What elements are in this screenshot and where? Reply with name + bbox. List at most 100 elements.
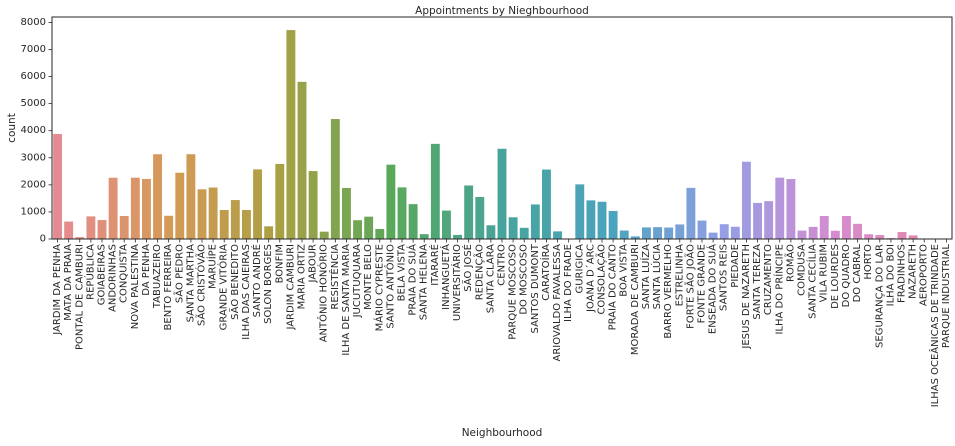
x-tick-label: ILHA DO FRADE — [563, 244, 574, 322]
x-tick-label: SANTA CECÍLIA — [806, 244, 819, 319]
x-tick-label: PARQUE MOSCOSO — [508, 244, 519, 340]
bar — [864, 234, 874, 239]
x-tick-label: ENSEADA DO SUÁ — [706, 244, 719, 334]
bar — [675, 224, 685, 239]
bar — [530, 204, 540, 239]
x-tick-label: ILHA DAS CAIEIRAS — [241, 244, 252, 340]
bar — [442, 210, 451, 239]
bar — [75, 237, 85, 239]
bar — [464, 185, 474, 239]
bar — [108, 177, 118, 239]
bar — [342, 187, 351, 239]
bar — [764, 201, 774, 239]
x-tick-label: SÃO BENEDITO — [228, 244, 241, 320]
x-tick-label: ILHA DO BOI — [885, 244, 896, 306]
bar — [553, 231, 562, 239]
bar — [786, 179, 796, 239]
bar — [219, 210, 229, 239]
bar — [364, 216, 374, 239]
x-tick-label: CRUZAMENTO — [763, 244, 774, 315]
bar — [608, 210, 618, 239]
x-tick-label: MARUÍPE — [206, 244, 219, 289]
x-tick-label: BENTO FERREIRA — [163, 244, 174, 331]
bar — [297, 81, 307, 239]
bar — [730, 226, 740, 239]
bar — [308, 171, 318, 239]
bar — [230, 200, 240, 239]
y-tick-label: 2000 — [21, 179, 46, 190]
x-tick-label: SANTO ANDRÉ — [250, 244, 263, 317]
bar — [208, 187, 218, 239]
y-tick-label: 5000 — [21, 98, 46, 109]
x-tick-label: ANTÔNIO HONÓRIO — [317, 244, 330, 342]
bar — [130, 177, 140, 239]
x-tick-label: REPÚBLICA — [83, 244, 96, 300]
x-tick-label: SOLON BORGES — [263, 244, 274, 324]
x-tick-label: CONQUISTA — [119, 244, 130, 303]
x-tick-label: COMDUSA — [797, 244, 808, 296]
y-tick-label: 3000 — [21, 152, 46, 163]
x-tick-label: GRANDE VITÓRIA — [217, 244, 230, 330]
bar — [742, 161, 751, 239]
bar — [386, 164, 396, 239]
bar — [686, 187, 696, 239]
bar — [519, 227, 529, 239]
bar — [897, 232, 907, 239]
y-axis-label: count — [6, 113, 18, 143]
x-tick-label: ARIOVALDO FAVALESSA — [552, 244, 563, 362]
x-tick-label: SANTOS REIS — [719, 244, 730, 311]
x-tick-label: BARRO VERMELHO — [663, 244, 674, 339]
x-tick-label: REDENÇÃO — [472, 244, 485, 300]
x-tick-label: DE LOURDES — [830, 244, 841, 309]
x-tick-label: PIEDADE — [730, 244, 741, 288]
x-tick-label: MATA DA PRAIA — [63, 244, 74, 321]
x-tick-label: FRADINHOS — [897, 244, 908, 303]
x-tick-label: SÃO JOSÉ — [461, 244, 474, 292]
bar — [353, 220, 362, 239]
x-tick-label: DO CABRAL — [852, 244, 863, 303]
y-tick-label: 8000 — [21, 17, 46, 28]
x-tick-label: CONSOLAÇÃO — [595, 244, 608, 315]
x-tick-label: BELA VISTA — [397, 244, 408, 301]
bar — [419, 234, 429, 239]
bar — [630, 236, 640, 239]
x-tick-label: JABOUR — [308, 244, 319, 283]
chart-title: Appointments by Nieghbourhood — [415, 5, 589, 17]
bar — [397, 187, 407, 239]
bar — [830, 230, 840, 239]
bar — [264, 226, 274, 239]
bar — [253, 169, 262, 239]
x-tick-label: PRAIA DO SUÁ — [406, 244, 419, 316]
bar — [586, 200, 596, 239]
bar — [475, 196, 485, 239]
x-tick-label: SANTA TEREZA — [752, 244, 763, 320]
x-axis-label: Neighbourhood — [462, 427, 543, 439]
bar — [697, 220, 707, 239]
x-tick-label: ANDORINHAS — [108, 244, 119, 312]
x-tick-label: SANTOS DUMONT — [530, 243, 541, 333]
x-tick-label: DA PENHA — [141, 244, 152, 296]
bar — [330, 119, 340, 239]
bar — [797, 230, 807, 239]
x-tick-label: ILHAS OCEÂNICAS DE TRINDADE — [928, 244, 941, 407]
x-tick-label: MONTE BELO — [363, 244, 374, 310]
bar — [597, 201, 607, 239]
x-tick-label: VILA RUBIM — [819, 244, 830, 302]
bar — [619, 230, 629, 239]
bar — [842, 216, 851, 239]
bar — [186, 154, 196, 239]
x-tick-label: NAZARETH — [908, 244, 919, 299]
y-tick-label: 1000 — [21, 206, 46, 217]
x-tick-label: CENTRO — [497, 244, 508, 286]
x-tick-label: HORTO — [863, 244, 874, 280]
y-tick-label: 0 — [40, 234, 46, 245]
bar — [775, 177, 785, 239]
bar — [430, 143, 440, 239]
x-tick-label: INHANGUETÁ — [439, 244, 452, 310]
bar — [819, 215, 829, 239]
x-tick-label: SÃO PEDRO — [172, 244, 185, 303]
x-tick-label: ILHA DE SANTA MARIA — [341, 244, 352, 356]
x-tick-label: UNIVERSITÁRIO — [450, 244, 463, 321]
x-tick-label: ESTRELINHA — [674, 244, 685, 307]
bar — [153, 154, 162, 239]
